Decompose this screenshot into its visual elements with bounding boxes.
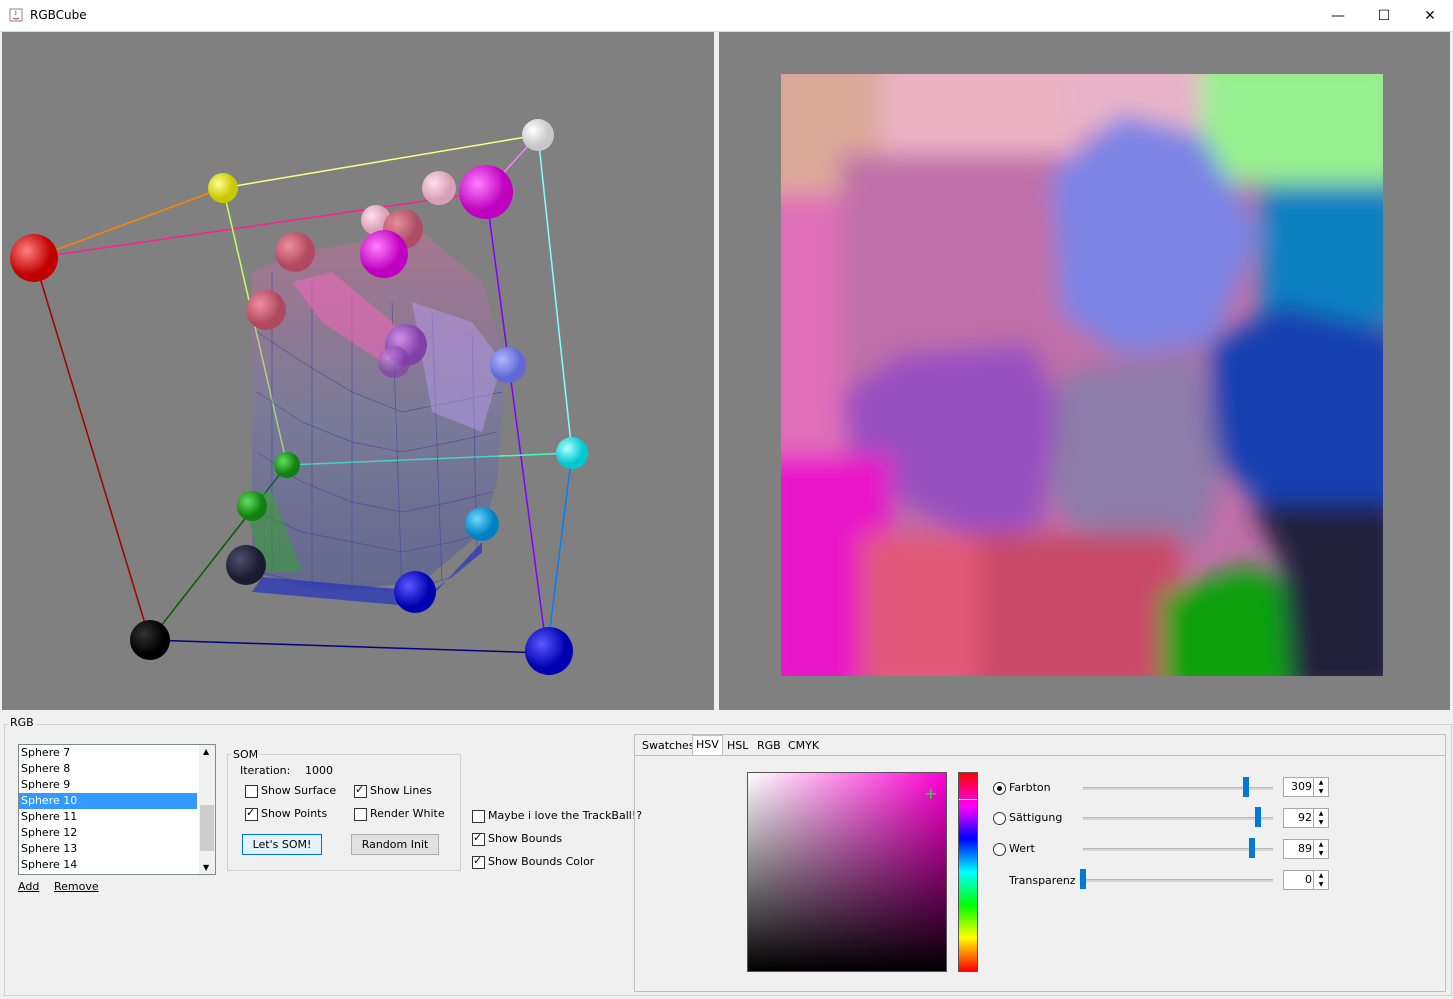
som-map-view (719, 32, 1450, 710)
farbton-label: Farbton (1009, 781, 1051, 794)
scroll-down-icon[interactable]: ▼ (203, 863, 210, 872)
iteration-label: Iteration: (240, 764, 291, 777)
list-item[interactable]: Sphere 11 (21, 810, 78, 823)
lets-som-button[interactable]: Let's SOM! (242, 834, 322, 855)
spinner-arrows-icon[interactable]: ▲ ▼ (1313, 840, 1328, 858)
rgb-group-legend: RGB (8, 716, 36, 729)
farbton-slider[interactable] (1083, 787, 1273, 790)
hue-slider-bar[interactable] (958, 772, 978, 972)
wert-label: Wert (1009, 842, 1035, 855)
transparenz-spinner[interactable]: 0 ▲ ▼ (1283, 870, 1329, 890)
som-group-legend: SOM (231, 748, 261, 761)
sphere-list[interactable]: Sphere 7 Sphere 8 Sphere 9 Sphere 10 Sph… (18, 744, 216, 875)
som-group-box (227, 754, 461, 871)
tab-swatches[interactable]: Swatches (642, 739, 695, 752)
trackball-label[interactable]: Maybe i love the TrackBall!? (488, 809, 643, 822)
rgb-group-box (4, 724, 1452, 996)
rgb-cube-render (10, 119, 588, 675)
scroll-thumb[interactable] (200, 805, 214, 851)
farbton-radio[interactable] (993, 782, 1006, 795)
saettigung-label: Sättigung (1009, 811, 1063, 824)
minimize-button[interactable]: — (1331, 7, 1345, 24)
random-init-button[interactable]: Random Init (351, 834, 439, 855)
som-color-map (781, 74, 1383, 676)
spinner-arrows-icon[interactable]: ▲ ▼ (1313, 871, 1328, 889)
transparenz-value[interactable]: 0 (1305, 873, 1312, 886)
show-points-checkbox[interactable] (245, 806, 258, 821)
show-bounds-color-checkbox[interactable] (472, 854, 485, 869)
java-icon (9, 8, 23, 22)
wert-slider[interactable] (1083, 848, 1273, 851)
tab-hsv[interactable]: HSV (692, 735, 723, 756)
title-bar: RGBCube — ☐ ✕ (0, 0, 1453, 32)
iteration-value: 1000 (305, 764, 333, 777)
render-white-checkbox[interactable] (354, 808, 367, 821)
show-surface-label[interactable]: Show Surface (261, 784, 337, 797)
saettigung-slider-thumb[interactable] (1255, 807, 1261, 827)
show-lines-label[interactable]: Show Lines (370, 784, 432, 797)
farbton-spinner[interactable]: 309 ▲ ▼ (1283, 777, 1329, 797)
tab-rgb[interactable]: RGB (757, 739, 781, 752)
trackball-checkbox[interactable] (472, 810, 485, 823)
transparenz-slider-thumb[interactable] (1080, 869, 1086, 889)
wert-value[interactable]: 89 (1298, 842, 1312, 855)
list-item[interactable]: Sphere 14 (21, 858, 78, 871)
color-chooser: Swatches HSV HSL RGB CMYK + Farbton 309 … (634, 734, 1446, 992)
maximize-button[interactable]: ☐ (1377, 7, 1391, 24)
saettigung-spinner[interactable]: 92 ▲ ▼ (1283, 808, 1329, 828)
farbton-slider-thumb[interactable] (1243, 777, 1249, 797)
rgb-cube-3d-view[interactable] (2, 32, 714, 710)
saettigung-value[interactable]: 92 (1298, 811, 1312, 824)
add-link[interactable]: Add (18, 880, 40, 893)
transparenz-slider[interactable] (1083, 879, 1273, 882)
scroll-up-icon[interactable]: ▲ (203, 747, 210, 756)
window-title: RGBCube (30, 8, 87, 22)
saettigung-slider[interactable] (1083, 817, 1273, 820)
transparenz-label: Transparenz (1009, 874, 1076, 887)
show-bounds-color-label[interactable]: Show Bounds Color (488, 855, 595, 868)
list-scrollbar[interactable]: ▲ ▼ (199, 745, 215, 874)
list-item[interactable]: Sphere 7 (21, 746, 71, 759)
wert-radio[interactable] (993, 843, 1006, 856)
split-pane-divider[interactable] (714, 32, 719, 710)
tab-separator (635, 755, 1445, 756)
render-white-label[interactable]: Render White (370, 807, 445, 820)
list-item[interactable]: Sphere 12 (21, 826, 78, 839)
control-panel: RGB Sphere 7 Sphere 8 Sphere 9 Sphere 10… (2, 712, 1452, 996)
list-item[interactable]: Sphere 13 (21, 842, 78, 855)
tab-hsl[interactable]: HSL (727, 739, 749, 752)
remove-link[interactable]: Remove (54, 880, 99, 893)
saturation-value-picker[interactable]: + (747, 772, 947, 972)
show-bounds-checkbox[interactable] (472, 831, 485, 846)
tab-cmyk[interactable]: CMYK (788, 739, 820, 752)
spinner-arrows-icon[interactable]: ▲ ▼ (1313, 778, 1328, 796)
show-points-label[interactable]: Show Points (261, 807, 328, 820)
list-item[interactable]: Sphere 8 (21, 762, 71, 775)
show-surface-checkbox[interactable] (245, 785, 258, 798)
hue-marker (959, 799, 977, 800)
crosshair-icon: + (924, 784, 938, 803)
wert-spinner[interactable]: 89 ▲ ▼ (1283, 839, 1329, 859)
show-bounds-label[interactable]: Show Bounds (488, 832, 563, 845)
spinner-arrows-icon[interactable]: ▲ ▼ (1313, 809, 1328, 827)
list-item[interactable]: Sphere 9 (21, 778, 71, 791)
list-item-selected[interactable]: Sphere 10 (19, 793, 197, 809)
close-button[interactable]: ✕ (1424, 7, 1436, 24)
farbton-value[interactable]: 309 (1291, 780, 1312, 793)
wert-slider-thumb[interactable] (1249, 838, 1255, 858)
saettigung-radio[interactable] (993, 812, 1006, 825)
show-lines-checkbox[interactable] (354, 783, 367, 798)
